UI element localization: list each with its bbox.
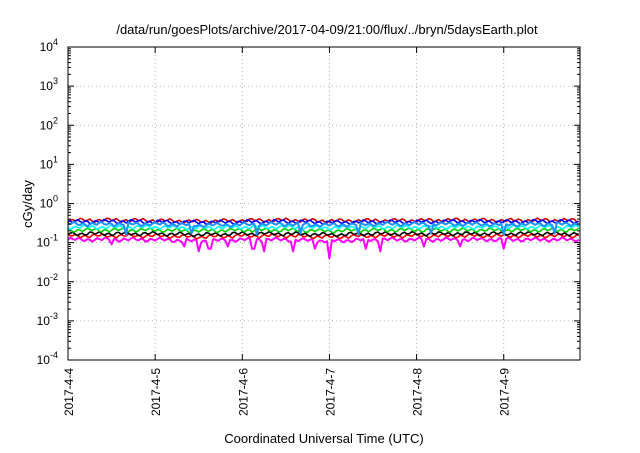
x-tick-label: 2017-4-4: [62, 368, 76, 416]
series-layer: [67, 217, 580, 260]
x-tick-label: 2017-4-7: [323, 368, 337, 416]
series-line: [67, 217, 579, 225]
x-axis: 2017-4-4 2017-4-5 2017-4-6 2017-4-7 2017-4-8…: [62, 47, 512, 416]
chart-title: /data/run/goesPlots/archive/2017-04-09/2…: [116, 22, 538, 37]
series-line: [67, 230, 579, 238]
x-tick-label: 2017-4-6: [236, 368, 250, 416]
y-tick-label: 104: [40, 37, 58, 54]
y-axis-label: cGy/day: [20, 180, 35, 228]
y-tick-label: 102: [40, 115, 58, 132]
series-line: [67, 232, 579, 240]
series-line: [67, 220, 580, 236]
grid: [68, 47, 580, 360]
y-tick-label: 101: [40, 154, 58, 171]
x-tick-label: 2017-4-8: [411, 368, 425, 416]
y-tick-label: 10-4: [37, 350, 58, 367]
x-tick-label: 2017-4-5: [149, 368, 163, 416]
y-tick-label: 103: [40, 76, 58, 93]
series-line: [67, 227, 580, 234]
x-tick-label: 2017-4-9: [498, 368, 512, 416]
series-line: [67, 236, 580, 260]
series-line: [67, 224, 580, 231]
x-axis-label: Coordinated Universal Time (UTC): [224, 431, 423, 446]
y-tick-label: 10-2: [37, 272, 58, 289]
y-tick-label: 10-1: [37, 233, 58, 250]
y-tick-label: 10-3: [37, 311, 58, 328]
y-tick-label: 100: [40, 194, 58, 211]
